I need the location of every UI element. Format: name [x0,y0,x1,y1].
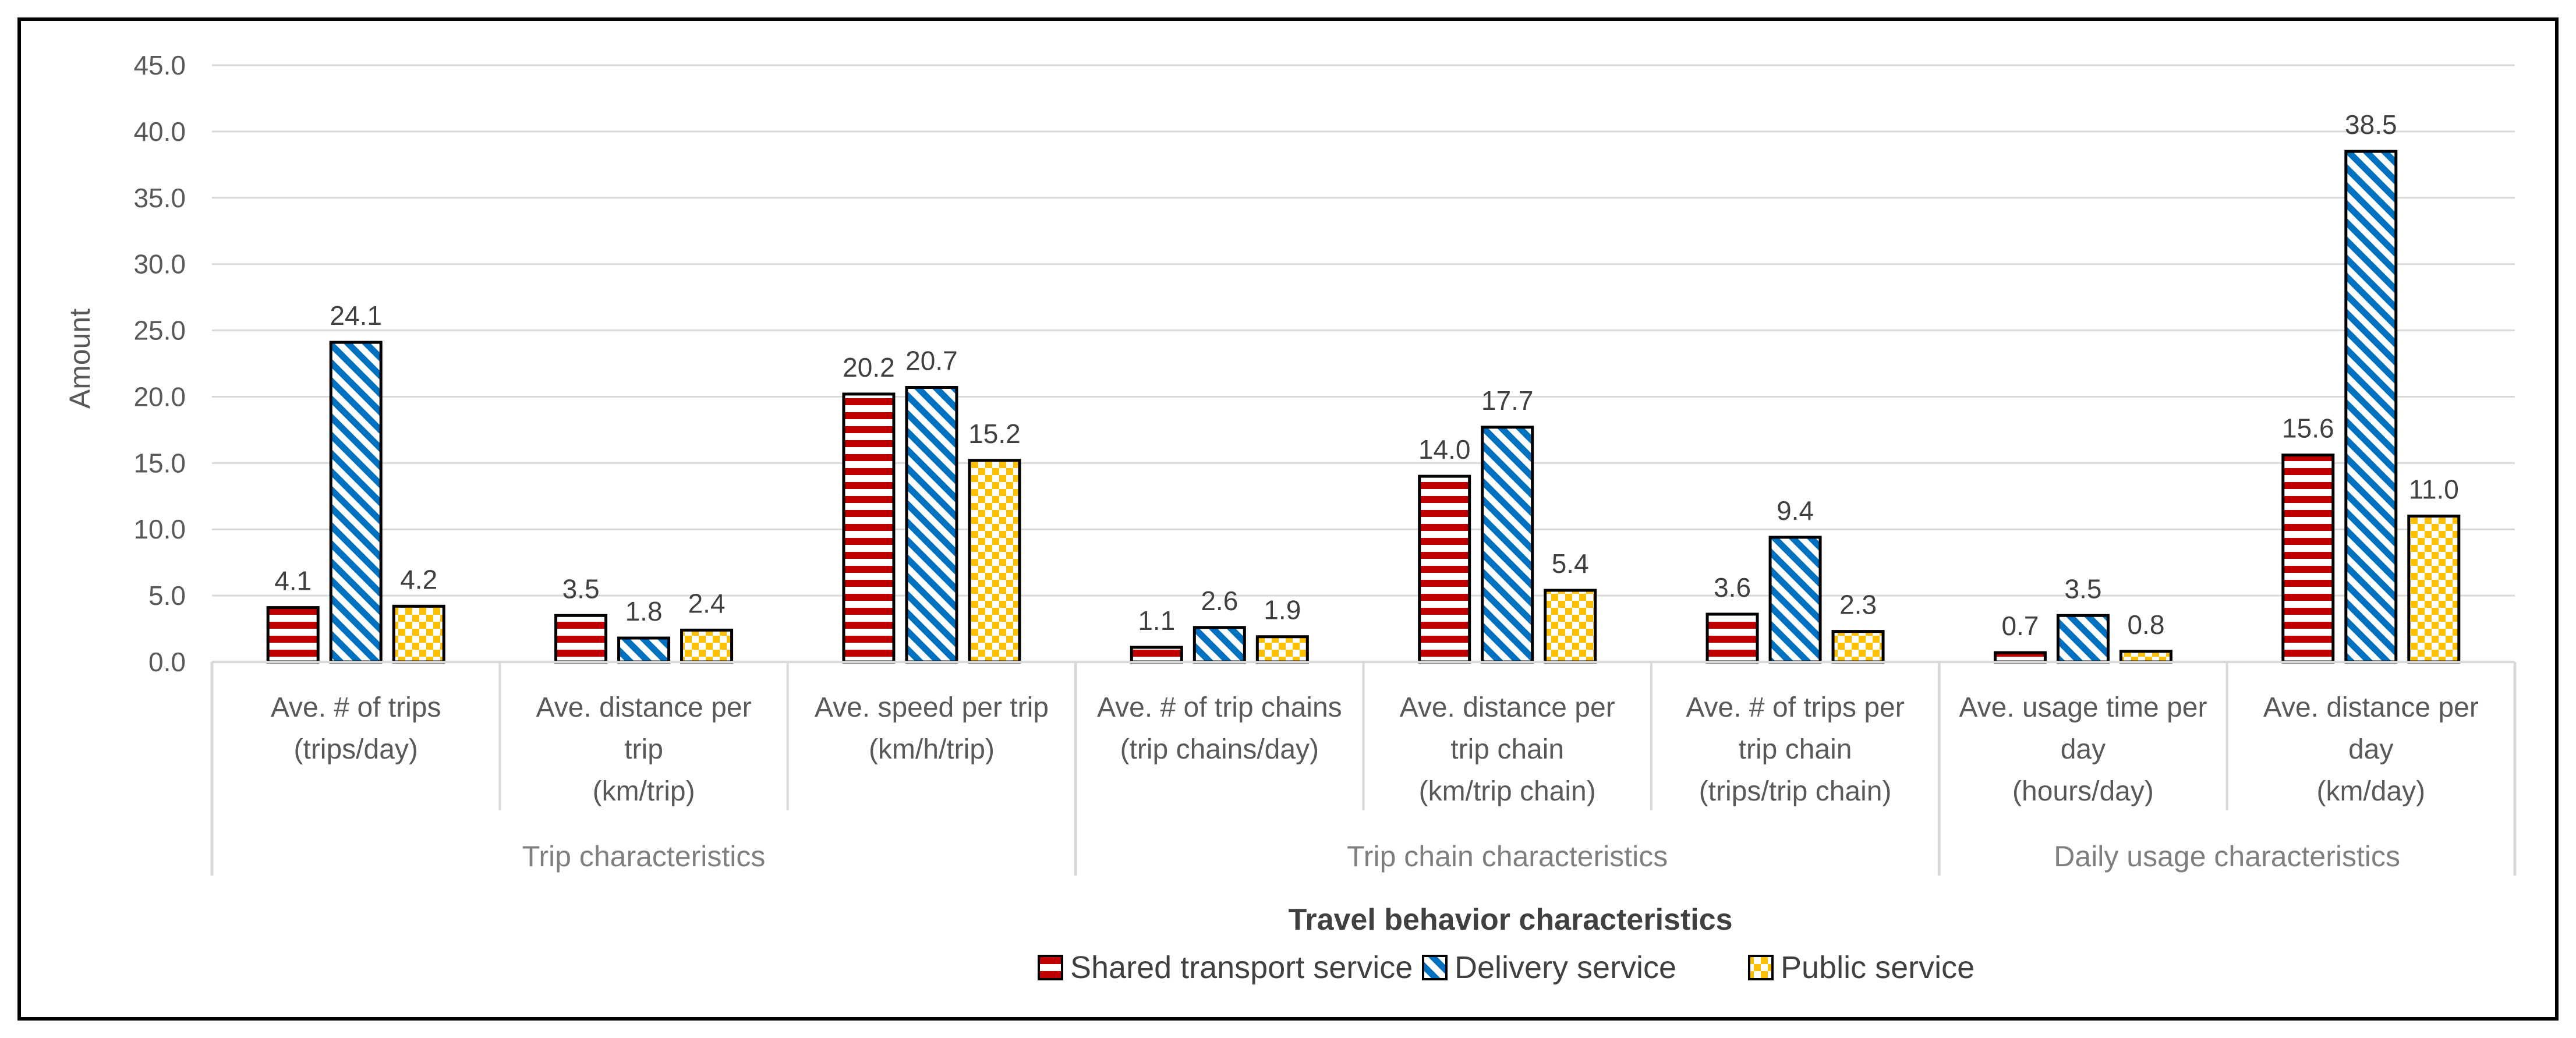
data-label-public-service: 5.4 [1552,548,1589,579]
category-label: Ave. # of trips per [1686,692,1904,723]
category-label: trip chain [1739,734,1852,765]
bar-public-service [968,459,1021,664]
bar-shared-transport-service [1993,651,2047,664]
x-axis: Ave. # of trips (trips/day) Ave. distance … [210,661,2517,876]
legend-label-shared-transport-service: Shared transport service [1070,950,1413,985]
category-label: (km/day) [2316,776,2425,807]
x-axis-title: Travel behavior characteristics [1288,903,1732,937]
bar-shared-transport-service [554,614,608,664]
data-label-delivery-service: 38.5 [2345,109,2397,140]
data-label-shared-transport-service: 14.0 [1418,434,1471,465]
group-label: Daily usage characteristics [2054,840,2400,873]
data-label-delivery-service: 20.7 [905,346,958,376]
data-label-delivery-service: 24.1 [330,300,382,331]
data-label-shared-transport-service: 3.5 [562,573,600,604]
data-label-public-service: 4.2 [400,564,437,594]
data-label-shared-transport-service: 1.1 [1138,605,1175,636]
legend-swatch-delivery-service [1422,955,1448,980]
gridlines [212,64,2515,663]
category-label: Ave. distance per [536,692,752,723]
bar-shared-transport-service [1705,612,1759,664]
y-tick-label: 40.0 [133,116,186,147]
category-label: Ave. # of trip chains [1097,692,1342,723]
bar-delivery-service [1768,536,1822,664]
data-label-shared-transport-service: 4.1 [274,566,312,596]
bar-public-service [2119,650,2172,664]
category-label: day [2348,734,2393,765]
category-label: (km/h/trip) [869,734,995,765]
y-tick-label: 35.0 [133,183,186,213]
category-label: Ave. distance per [2263,692,2479,723]
bar-shared-transport-service [2281,454,2335,664]
data-label-public-service: 1.9 [1264,595,1301,625]
group-label: Trip chain characteristics [1347,840,1668,873]
bar-public-service [1831,630,1885,664]
data-label-public-service: 0.8 [2127,610,2164,640]
bar-delivery-service [1481,426,1534,664]
y-tick-label: 15.0 [133,448,186,478]
y-axis-title: Amount [63,309,96,409]
category-label: Ave. usage time per [1959,692,2207,723]
data-label-shared-transport-service: 20.2 [843,352,895,382]
y-tick-label: 30.0 [133,249,186,279]
data-label-delivery-service: 17.7 [1481,385,1534,416]
legend-swatch-shared-transport-service [1038,955,1063,980]
category-label: Ave. distance per [1400,692,1615,723]
legend-swatch-public-service [1748,955,1774,980]
bar-shared-transport-service [842,392,896,664]
y-tick-label: 10.0 [133,514,186,544]
bar-public-service [1255,635,1309,664]
category-label: day [2061,734,2106,765]
category-label: (km/trip) [593,776,695,807]
bar-public-service [2407,514,2461,664]
data-label-delivery-service: 3.5 [2064,573,2101,604]
bar-delivery-service [329,341,383,664]
data-label-delivery-service: 2.6 [1201,586,1238,616]
data-label-shared-transport-service: 3.6 [1714,572,1751,603]
category-label: (km/trip chain) [1419,776,1596,807]
data-label-delivery-service: 1.8 [625,596,663,626]
legend-label-public-service: Public service [1781,950,1975,985]
category-label: (hours/day) [2012,776,2154,807]
bar-delivery-service [2056,614,2110,664]
y-tick-label: 5.0 [148,580,186,611]
chart-svg: 0.0 5.0 10.0 15.0 20.0 25.0 30.0 35.0 40.0 45.0 4… [63,50,2517,985]
data-label-delivery-service: 9.4 [1777,495,1814,526]
bar-public-service [680,628,734,664]
data-label-public-service: 15.2 [968,419,1021,449]
bar-delivery-service [617,636,671,664]
data-label-public-service: 2.3 [1839,590,1877,620]
y-axis-tick-labels: 0.0 5.0 10.0 15.0 20.0 25.0 30.0 35.0 40.0 45.0 [133,50,186,677]
y-tick-label: 25.0 [133,316,186,346]
category-label: (trips/day) [294,734,418,765]
bar-delivery-service [2344,150,2398,664]
y-tick-label: 0.0 [148,647,186,677]
data-label-public-service: 2.4 [688,588,726,618]
data-label-shared-transport-service: 0.7 [2001,611,2039,641]
category-label: (trips/trip chain) [1699,776,1892,807]
bar-public-service [1544,589,1597,664]
category-label: Ave. # of trips [271,692,441,723]
legend: Shared transport service Delivery service… [1038,950,1975,985]
bar-delivery-service [1193,626,1246,664]
category-label: trip [624,734,663,765]
chart-frame: 0.0 5.0 10.0 15.0 20.0 25.0 30.0 35.0 40.0 45.0 4… [17,17,2559,1021]
category-label: Ave. speed per trip [815,692,1049,723]
bar-shared-transport-service [266,606,320,664]
y-tick-label: 45.0 [133,50,186,80]
data-labels: 4.1 3.5 20.2 1.1 14.0 3.6 0.7 15.6 24.1 1.8 20.7 2.… [274,109,2459,641]
group-label: Trip characteristics [522,840,766,873]
bar-shared-transport-service [1130,646,1183,664]
data-label-public-service: 11.0 [2409,474,2459,504]
data-label-shared-transport-service: 15.6 [2282,413,2334,444]
category-label: (trip chains/day) [1120,734,1319,765]
category-label: trip chain [1450,734,1564,765]
y-tick-label: 20.0 [133,381,186,412]
bar-delivery-service [905,386,958,664]
bar-public-service [392,604,445,664]
legend-label-delivery-service: Delivery service [1455,950,1676,985]
bar-shared-transport-service [1418,474,1471,664]
